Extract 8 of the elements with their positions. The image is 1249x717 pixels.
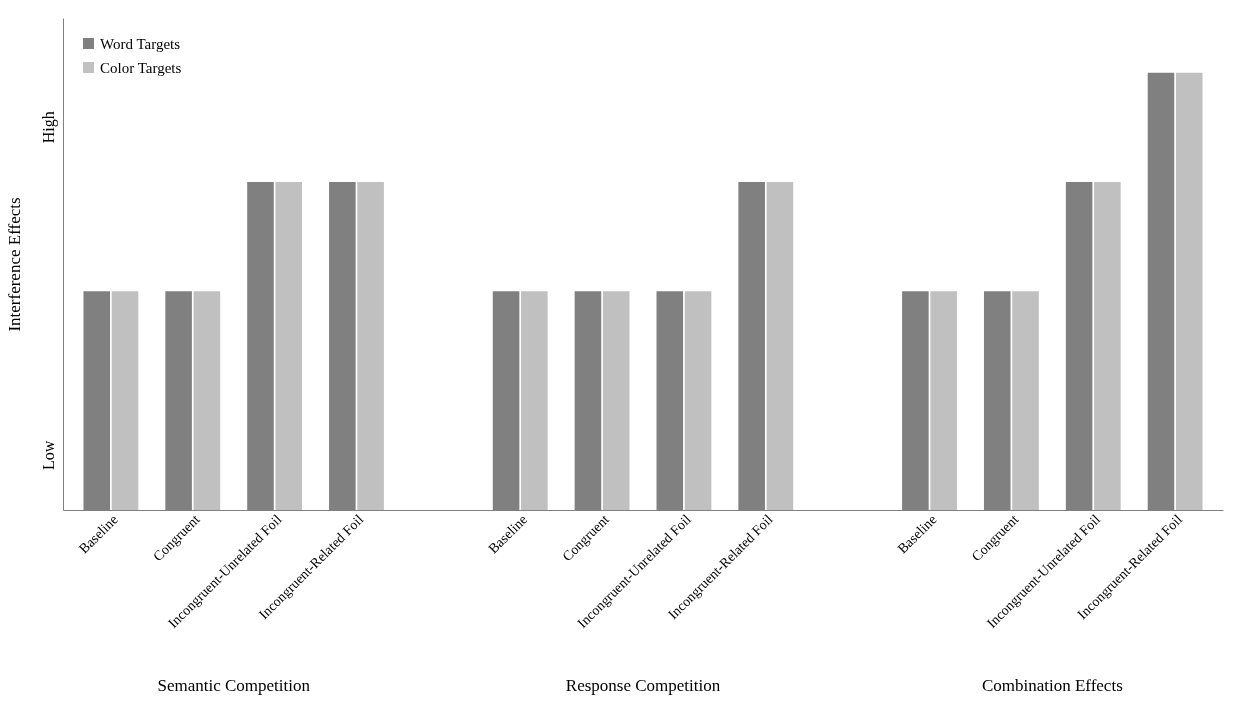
text: Semantic Competition — [157, 676, 311, 695]
text: Low — [40, 440, 57, 470]
legend-label: Color Targets — [100, 59, 182, 76]
text: Response Competition — [565, 676, 721, 695]
text: High — [40, 111, 58, 144]
y-axis-title: Interference Effects — [4, 197, 24, 332]
legend-label: Word Targets — [100, 35, 181, 52]
text: Combination Effects — [981, 676, 1123, 695]
